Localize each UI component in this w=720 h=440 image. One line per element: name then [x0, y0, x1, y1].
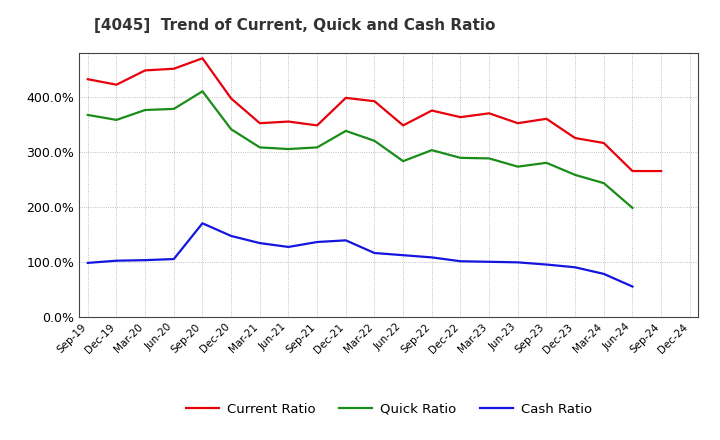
Quick Ratio: [571, 172, 580, 177]
Quick Ratio: [84, 112, 92, 117]
Quick Ratio: [542, 160, 551, 165]
Current Ratio: [370, 99, 379, 104]
Quick Ratio: [628, 205, 636, 210]
Cash Ratio: [312, 239, 321, 245]
Cash Ratio: [284, 244, 293, 249]
Cash Ratio: [542, 262, 551, 267]
Current Ratio: [542, 116, 551, 121]
Current Ratio: [312, 123, 321, 128]
Current Ratio: [84, 77, 92, 82]
Legend: Current Ratio, Quick Ratio, Cash Ratio: Current Ratio, Quick Ratio, Cash Ratio: [181, 397, 597, 421]
Current Ratio: [485, 110, 493, 116]
Quick Ratio: [141, 107, 150, 113]
Cash Ratio: [571, 264, 580, 270]
Cash Ratio: [399, 253, 408, 258]
Current Ratio: [571, 136, 580, 141]
Cash Ratio: [428, 255, 436, 260]
Cash Ratio: [485, 259, 493, 264]
Current Ratio: [284, 119, 293, 124]
Cash Ratio: [600, 271, 608, 276]
Line: Quick Ratio: Quick Ratio: [88, 91, 632, 208]
Cash Ratio: [169, 257, 178, 262]
Current Ratio: [513, 121, 522, 126]
Current Ratio: [341, 95, 350, 101]
Quick Ratio: [169, 106, 178, 111]
Current Ratio: [256, 121, 264, 126]
Quick Ratio: [198, 88, 207, 94]
Quick Ratio: [112, 117, 121, 122]
Cash Ratio: [341, 238, 350, 243]
Current Ratio: [141, 68, 150, 73]
Quick Ratio: [284, 147, 293, 152]
Quick Ratio: [600, 180, 608, 186]
Cash Ratio: [84, 260, 92, 265]
Quick Ratio: [341, 128, 350, 134]
Cash Ratio: [227, 233, 235, 238]
Current Ratio: [112, 82, 121, 87]
Cash Ratio: [141, 257, 150, 263]
Current Ratio: [456, 114, 465, 120]
Cash Ratio: [370, 250, 379, 256]
Current Ratio: [198, 55, 207, 61]
Current Ratio: [428, 108, 436, 113]
Cash Ratio: [456, 259, 465, 264]
Cash Ratio: [112, 258, 121, 263]
Quick Ratio: [456, 155, 465, 161]
Quick Ratio: [399, 158, 408, 164]
Line: Current Ratio: Current Ratio: [88, 58, 661, 171]
Cash Ratio: [628, 284, 636, 289]
Quick Ratio: [312, 145, 321, 150]
Cash Ratio: [198, 220, 207, 226]
Current Ratio: [657, 169, 665, 174]
Quick Ratio: [256, 145, 264, 150]
Current Ratio: [399, 123, 408, 128]
Quick Ratio: [227, 127, 235, 132]
Current Ratio: [628, 169, 636, 174]
Line: Cash Ratio: Cash Ratio: [88, 223, 632, 286]
Cash Ratio: [256, 240, 264, 246]
Text: [4045]  Trend of Current, Quick and Cash Ratio: [4045] Trend of Current, Quick and Cash …: [94, 18, 495, 33]
Quick Ratio: [370, 138, 379, 143]
Current Ratio: [169, 66, 178, 71]
Current Ratio: [227, 96, 235, 101]
Quick Ratio: [428, 147, 436, 153]
Cash Ratio: [513, 260, 522, 265]
Current Ratio: [600, 140, 608, 146]
Quick Ratio: [485, 156, 493, 161]
Quick Ratio: [513, 164, 522, 169]
